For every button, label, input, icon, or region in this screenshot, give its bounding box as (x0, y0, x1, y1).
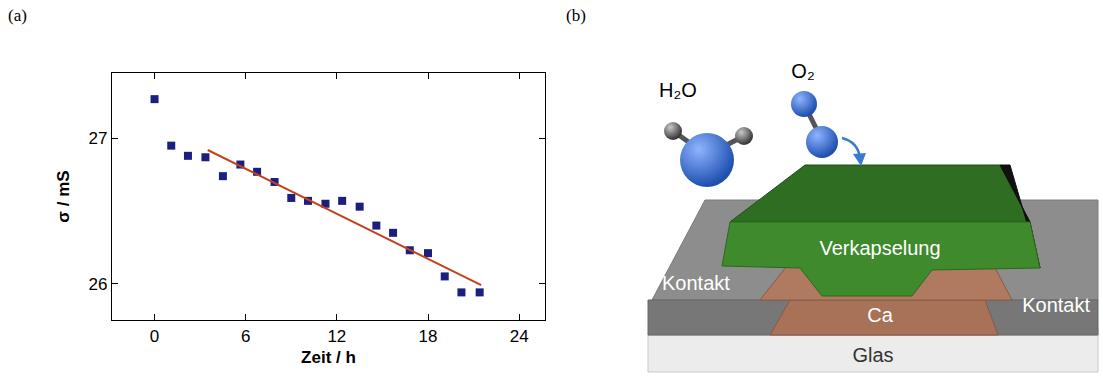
svg-text:σ / mS: σ / mS (54, 170, 73, 222)
html-text:(a): (a) (8, 6, 27, 25)
svg-text:Zeit / h: Zeit / h (301, 348, 356, 367)
svg-text:26: 26 (88, 275, 107, 294)
svg-text:Ca: Ca (867, 304, 893, 326)
svg-text:18: 18 (419, 327, 438, 346)
svg-text:24: 24 (510, 327, 529, 346)
svg-text:Glas: Glas (852, 344, 893, 366)
svg-text:27: 27 (88, 129, 107, 148)
svg-text:12: 12 (327, 327, 346, 346)
svg-text:Kontakt: Kontakt (662, 272, 730, 294)
svg-text:0: 0 (150, 327, 159, 346)
svg-text:O₂: O₂ (791, 60, 814, 82)
svg-text:6: 6 (241, 327, 250, 346)
svg-text:H₂O: H₂O (659, 79, 697, 101)
svg-text:Kontakt: Kontakt (1022, 294, 1090, 316)
html-text:(b): (b) (566, 6, 586, 25)
svg-text:Verkapselung: Verkapselung (819, 237, 940, 259)
